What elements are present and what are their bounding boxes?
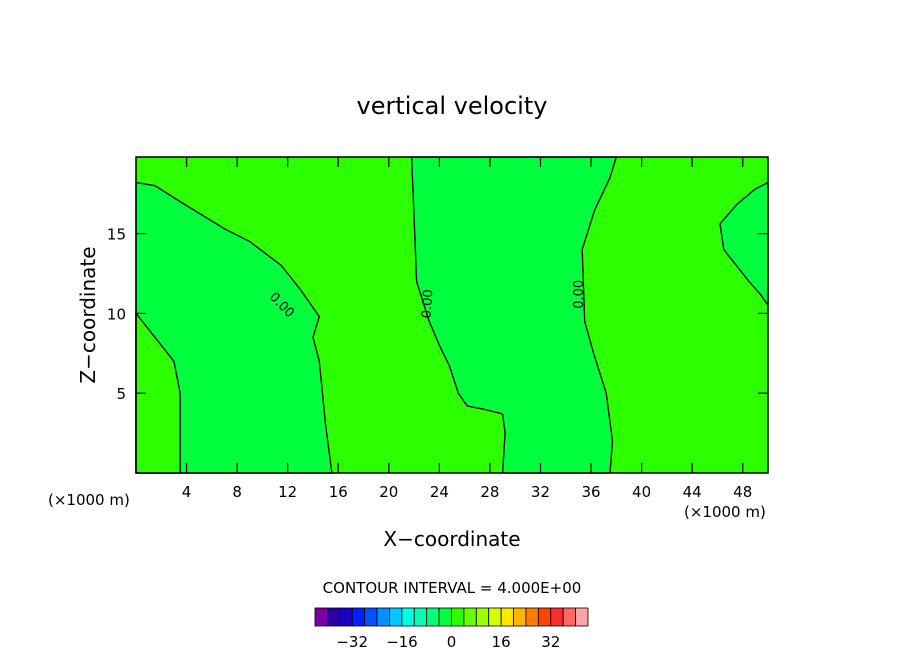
colorbar-swatch [575, 607, 589, 627]
contour-interval-label: CONTOUR INTERVAL = [323, 579, 498, 597]
x-tick-label: 16 [329, 483, 348, 501]
y-axis-label: Z−coordinate [76, 246, 100, 383]
colorbar-swatch [500, 607, 514, 627]
x-tick-label: 24 [430, 483, 449, 501]
x-tick-label: 48 [733, 483, 752, 501]
y-tick-label: 5 [116, 385, 126, 403]
contour-region-1 [135, 181, 333, 474]
contour-regions [135, 156, 769, 474]
colorbar-swatch [413, 607, 428, 627]
x-tick-label: 44 [683, 483, 702, 501]
colorbar-swatch [475, 607, 490, 627]
colorbar-swatch [513, 607, 527, 627]
contour-interval-text: CONTOUR INTERVAL = 4.000E+00 [323, 579, 582, 597]
colorbar-swatch [537, 607, 552, 627]
x-tick-label: 12 [278, 483, 297, 501]
x-tick-label: 8 [232, 483, 242, 501]
x-tick-label: 20 [379, 483, 398, 501]
x-tick-label: 4 [182, 483, 192, 501]
colorbar-tick-label: −32 [336, 633, 368, 651]
colorbar-swatch [376, 607, 390, 627]
y-axis: 5 10 15 [107, 226, 768, 403]
colorbar-swatch [550, 607, 564, 627]
x-tick-label: 40 [632, 483, 651, 501]
colorbar: −32 −16 0 16 32 [314, 607, 589, 651]
colorbar-swatch [389, 607, 403, 627]
y-tick-label: 15 [107, 226, 126, 244]
colorbar-tick-label: 16 [492, 633, 511, 651]
colorbar-swatch [562, 607, 576, 627]
colorbar-swatch [401, 607, 415, 627]
colorbar-swatch [525, 607, 539, 627]
colorbar-tick-label: 32 [541, 633, 560, 651]
x-unit-left: (×1000 m) [48, 491, 130, 509]
colorbar-swatch [463, 607, 477, 627]
chart-title: vertical velocity [357, 92, 548, 120]
x-axis: 4 8 12 16 20 24 28 32 36 40 44 48 [182, 157, 752, 501]
contour-label-2: 0.00 [420, 289, 437, 319]
x-unit-right: (×1000 m) [684, 503, 766, 521]
colorbar-swatch [339, 607, 353, 627]
colorbar-tick-label: 0 [447, 633, 457, 651]
y-tick-label: 10 [107, 305, 126, 323]
contour-region-4 [719, 181, 769, 307]
colorbar-swatch [438, 607, 452, 627]
x-axis-label: X−coordinate [383, 527, 520, 551]
plot-frame [135, 156, 769, 474]
contour-label-3: 0.00 [572, 280, 587, 309]
colorbar-swatch [488, 607, 502, 627]
x-tick-label: 36 [581, 483, 600, 501]
x-tick-label: 32 [531, 483, 550, 501]
contour-interval-value: 4.000E+00 [497, 579, 581, 597]
colorbar-swatch [351, 607, 366, 627]
colorbar-tick-label: −16 [386, 633, 418, 651]
colorbar-swatch [327, 607, 341, 627]
colorbar-swatch [426, 607, 440, 627]
x-tick-label: 28 [480, 483, 499, 501]
colorbar-swatch [451, 607, 465, 627]
colorbar-swatch [314, 607, 328, 627]
colorbar-swatch [364, 607, 378, 627]
